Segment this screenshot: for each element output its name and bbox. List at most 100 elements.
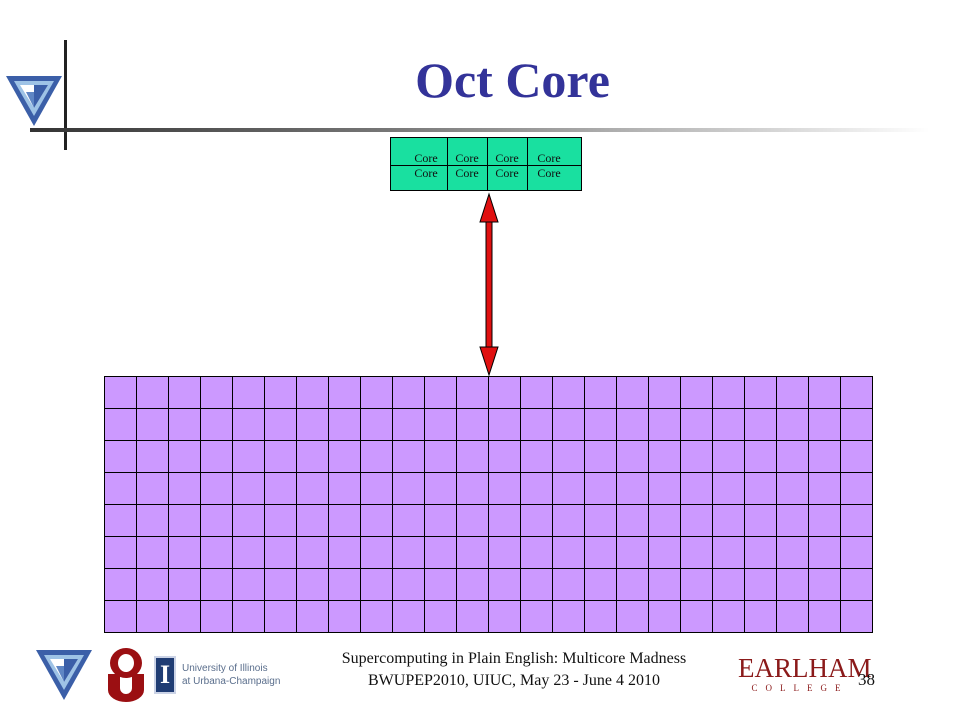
memory-cell: [841, 377, 873, 409]
memory-cell: [713, 377, 745, 409]
memory-cell: [137, 601, 169, 633]
core-label: Core: [537, 151, 561, 165]
memory-cell: [585, 473, 617, 505]
memory-cell: [681, 473, 713, 505]
header-vertical-rule: [64, 40, 67, 150]
memory-cell: [393, 537, 425, 569]
memory-cell: [105, 409, 137, 441]
core-label: Core: [455, 151, 479, 165]
memory-cell: [201, 537, 233, 569]
memory-cell: [617, 569, 649, 601]
memory-cell: [521, 409, 553, 441]
memory-cell: [713, 569, 745, 601]
page-number: 38: [858, 670, 875, 689]
memory-cell: [745, 377, 777, 409]
memory-cell: [521, 537, 553, 569]
memory-cell: [361, 473, 393, 505]
memory-cell: [521, 505, 553, 537]
memory-cell: [393, 441, 425, 473]
memory-cell: [265, 601, 297, 633]
memory-cell: [745, 441, 777, 473]
memory-cell: [201, 569, 233, 601]
memory-cell: [233, 601, 265, 633]
memory-cell: [841, 537, 873, 569]
memory-cell: [233, 473, 265, 505]
memory-cell: [585, 441, 617, 473]
memory-cell: [137, 505, 169, 537]
memory-cell: [233, 441, 265, 473]
earlham-sub: COLLEGE: [751, 683, 849, 693]
memory-cell: [265, 409, 297, 441]
memory-cell: [617, 473, 649, 505]
memory-cell: [393, 377, 425, 409]
memory-cell: [489, 601, 521, 633]
memory-cell: [777, 569, 809, 601]
memory-cell: [265, 505, 297, 537]
chip-row-divider: [391, 165, 581, 166]
memory-cell: [713, 601, 745, 633]
triangle-logo-icon: [6, 76, 62, 126]
memory-cell: [425, 377, 457, 409]
memory-cell: [649, 569, 681, 601]
memory-cell: [649, 537, 681, 569]
memory-cell: [617, 441, 649, 473]
memory-cell: [521, 601, 553, 633]
memory-cell: [393, 409, 425, 441]
memory-cell: [425, 505, 457, 537]
memory-cell: [329, 441, 361, 473]
memory-cell: [681, 601, 713, 633]
memory-cell: [329, 473, 361, 505]
memory-cell: [425, 409, 457, 441]
memory-cell: [297, 505, 329, 537]
memory-cell: [169, 505, 201, 537]
memory-cell: [457, 409, 489, 441]
memory-cell: [649, 377, 681, 409]
memory-cell: [361, 377, 393, 409]
memory-bus-arrow-icon: [479, 192, 499, 377]
header-horizontal-rule: [30, 128, 930, 132]
memory-cell: [425, 569, 457, 601]
memory-cell: [489, 473, 521, 505]
memory-cell: [809, 473, 841, 505]
memory-cell: [809, 601, 841, 633]
earlham-name: EARLHAM: [738, 653, 872, 683]
chip-col-divider: [527, 138, 528, 190]
memory-cell: [297, 377, 329, 409]
core-chip: Core Core Core Core Core Core Core Core: [390, 137, 582, 191]
memory-cell: [553, 537, 585, 569]
memory-cell: [361, 601, 393, 633]
memory-cell: [489, 569, 521, 601]
memory-cell: [105, 377, 137, 409]
memory-cell: [169, 377, 201, 409]
memory-cell: [361, 409, 393, 441]
memory-cell: [809, 505, 841, 537]
memory-cell: [425, 537, 457, 569]
core-label: Core: [414, 166, 438, 180]
memory-cell: [809, 409, 841, 441]
memory-cell: [649, 601, 681, 633]
memory-grid: [104, 376, 873, 633]
memory-cell: [553, 569, 585, 601]
memory-cell: [809, 377, 841, 409]
memory-cell: [329, 569, 361, 601]
memory-cell: [233, 537, 265, 569]
memory-cell: [105, 441, 137, 473]
memory-cell: [137, 441, 169, 473]
memory-cell: [393, 505, 425, 537]
memory-cell: [457, 537, 489, 569]
memory-cell: [585, 409, 617, 441]
memory-cell: [809, 537, 841, 569]
memory-cell: [713, 473, 745, 505]
memory-cell: [137, 569, 169, 601]
memory-cell: [329, 537, 361, 569]
memory-cell: [809, 441, 841, 473]
core-label: Core: [495, 151, 519, 165]
memory-cell: [137, 473, 169, 505]
memory-cell: [425, 441, 457, 473]
memory-cell: [841, 505, 873, 537]
chip-col-divider: [447, 138, 448, 190]
memory-cell: [841, 473, 873, 505]
memory-cell: [329, 377, 361, 409]
memory-cell: [617, 601, 649, 633]
memory-cell: [105, 601, 137, 633]
